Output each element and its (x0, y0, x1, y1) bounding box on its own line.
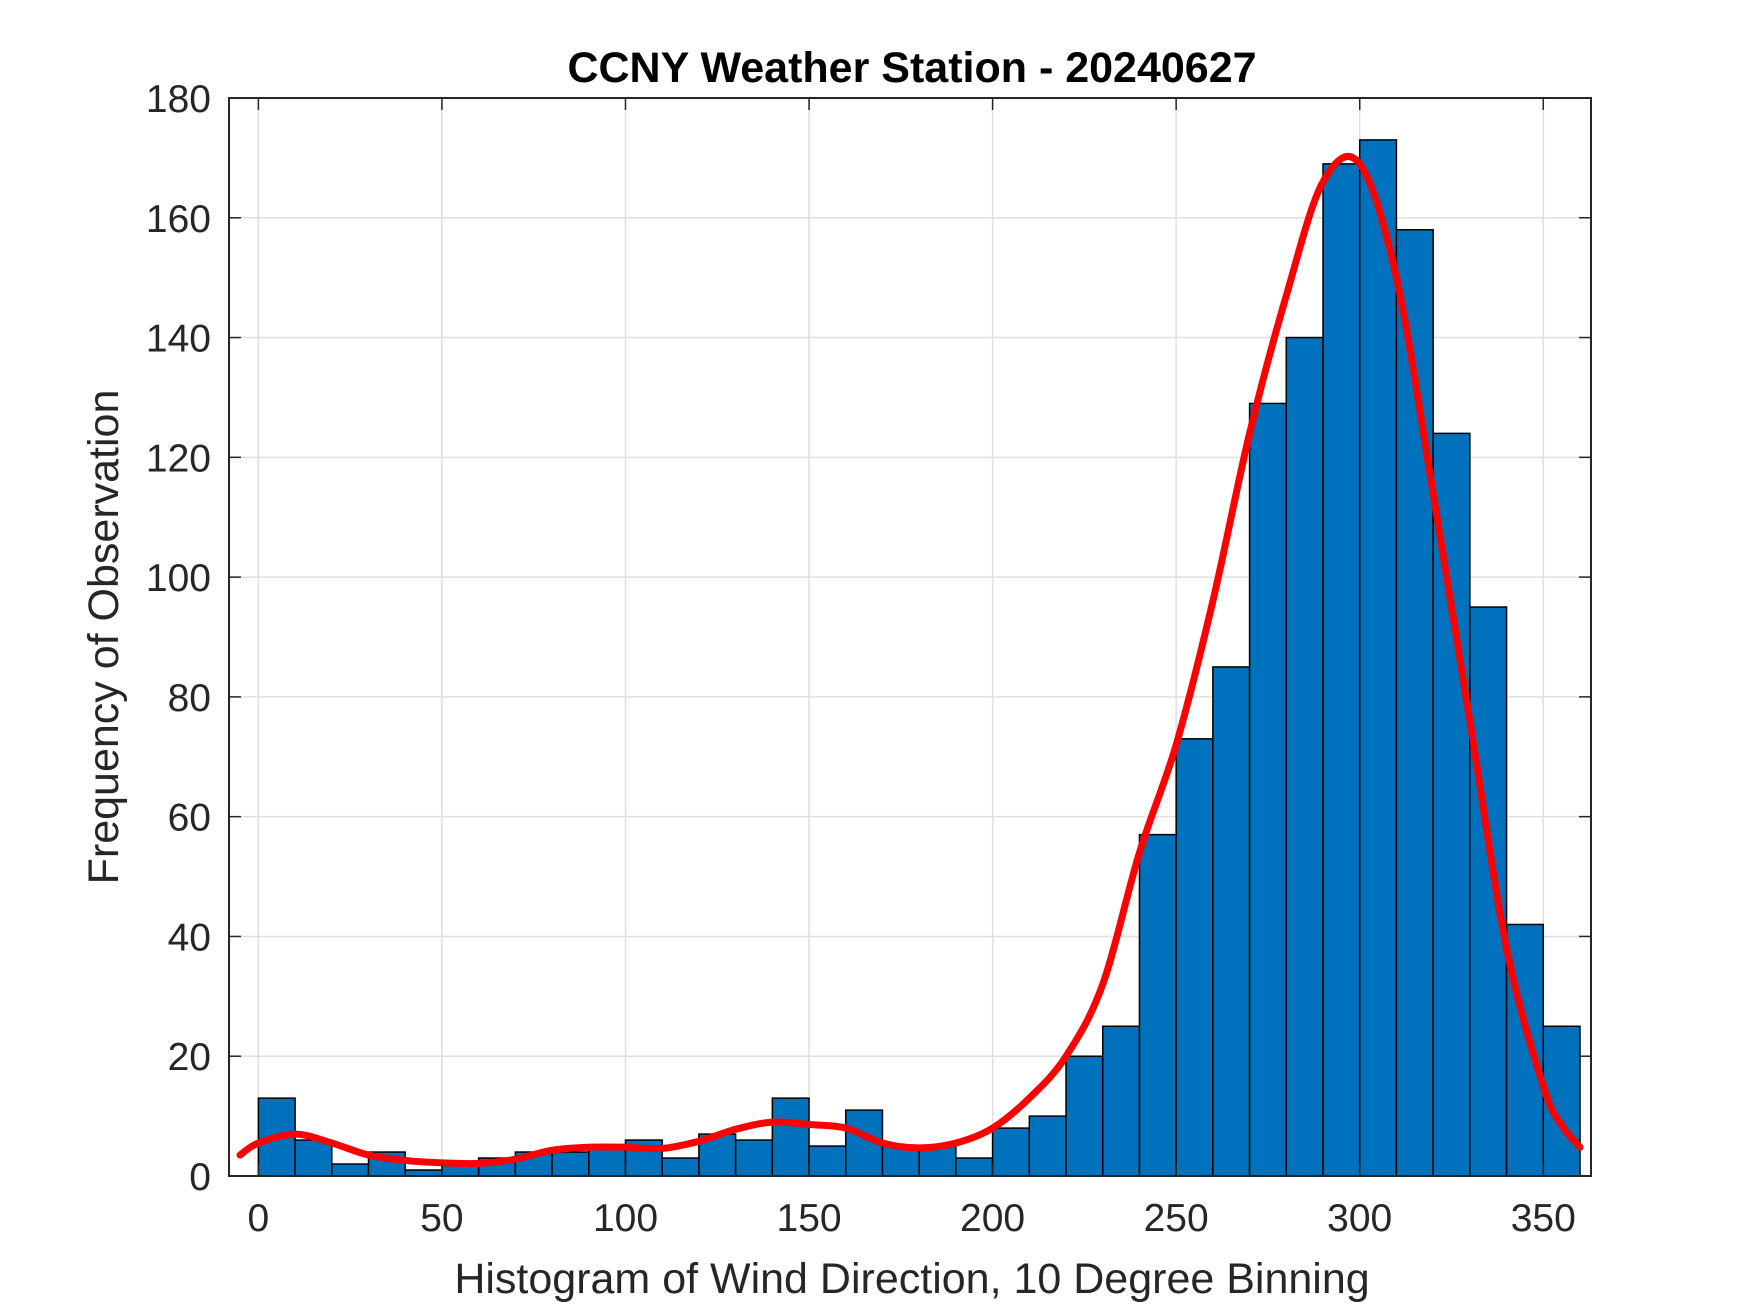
histogram-bar (1212, 666, 1251, 1177)
x-tick-label: 100 (593, 1197, 658, 1240)
x-tick-labels: 0 50 100 150 200 250 300 350 (248, 1197, 1576, 1240)
x-tick-label: 50 (420, 1197, 463, 1240)
histogram-bar (734, 1139, 774, 1177)
x-tick-label: 0 (248, 1197, 270, 1240)
x-tick-label: 150 (777, 1197, 842, 1240)
histogram-bar (1285, 336, 1324, 1177)
histogram-bar (1469, 606, 1508, 1177)
x-tick-label: 200 (960, 1197, 1025, 1240)
histogram-bar (1101, 1025, 1141, 1177)
y-tick-label: 180 (146, 78, 211, 121)
x-tick-label: 250 (1144, 1197, 1209, 1240)
histogram-bar (1358, 139, 1398, 1177)
fit-curve-layer (236, 153, 1584, 1168)
histogram-bar (661, 1157, 700, 1177)
histogram-bar (1432, 432, 1471, 1177)
histogram-bar (771, 1097, 810, 1177)
histogram-bar (1138, 833, 1177, 1177)
histogram-bars (257, 139, 1581, 1177)
y-tick-label: 160 (146, 198, 211, 241)
x-axis-label: Histogram of Wind Direction, 10 Degree B… (454, 1255, 1369, 1303)
histogram-bar (808, 1145, 847, 1177)
histogram-bar (1322, 163, 1361, 1177)
y-tick-label: 140 (146, 318, 211, 361)
y-tick-label: 0 (189, 1156, 211, 1199)
y-tick-label: 40 (168, 916, 211, 959)
chart-title: CCNY Weather Station - 20240627 (567, 44, 1256, 92)
histogram-bar (331, 1163, 370, 1177)
x-tick-label: 300 (1327, 1197, 1392, 1240)
plot-frame (228, 97, 1592, 1177)
y-tick-label: 100 (146, 557, 211, 600)
y-axis-label: Frequency of Observation (80, 390, 128, 885)
y-tick-label: 20 (168, 1036, 211, 1079)
y-tick-label: 60 (168, 797, 211, 840)
histogram-bar (991, 1127, 1031, 1177)
histogram-bar (1065, 1055, 1104, 1177)
histogram-bar (955, 1157, 994, 1177)
fit-curve (236, 153, 1584, 1168)
histogram-bar (1248, 402, 1288, 1177)
y-tick-label: 120 (146, 437, 211, 480)
y-tick-labels: 0 20 40 60 80 100 120 140 160 180 (146, 78, 211, 1199)
histogram-bar (294, 1139, 333, 1177)
y-tick-label: 80 (168, 677, 211, 720)
x-tick-label: 350 (1511, 1197, 1576, 1240)
histogram-bar (551, 1151, 590, 1177)
histogram-bar (1028, 1115, 1067, 1177)
histogram-bar (1175, 738, 1214, 1177)
tick-marks (229, 97, 1591, 1177)
